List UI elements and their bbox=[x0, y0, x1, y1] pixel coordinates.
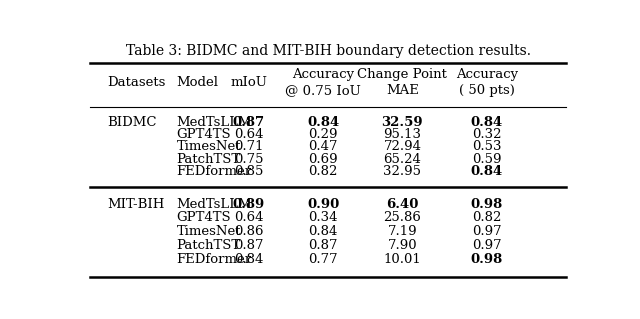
Text: 0.64: 0.64 bbox=[234, 211, 264, 225]
Text: 0.59: 0.59 bbox=[472, 152, 502, 166]
Text: 0.87: 0.87 bbox=[232, 116, 265, 129]
Text: 0.53: 0.53 bbox=[472, 140, 502, 153]
Text: 0.87: 0.87 bbox=[234, 239, 264, 252]
Text: TimesNet: TimesNet bbox=[177, 140, 241, 153]
Text: 0.82: 0.82 bbox=[472, 211, 501, 225]
Text: 0.75: 0.75 bbox=[234, 152, 264, 166]
Text: 0.84: 0.84 bbox=[470, 116, 503, 129]
Text: MedTsLLM: MedTsLLM bbox=[177, 198, 252, 211]
Text: 10.01: 10.01 bbox=[383, 253, 421, 266]
Text: Change Point
MAE: Change Point MAE bbox=[358, 68, 447, 97]
Text: 0.89: 0.89 bbox=[232, 198, 265, 211]
Text: 0.98: 0.98 bbox=[470, 253, 503, 266]
Text: 0.64: 0.64 bbox=[234, 128, 264, 141]
Text: FEDformer: FEDformer bbox=[177, 253, 252, 266]
Text: Table 3: BIDMC and MIT-BIH boundary detection results.: Table 3: BIDMC and MIT-BIH boundary dete… bbox=[125, 44, 531, 58]
Text: 32.95: 32.95 bbox=[383, 165, 421, 178]
Text: BIDMC: BIDMC bbox=[108, 116, 157, 129]
Text: 0.82: 0.82 bbox=[308, 165, 338, 178]
Text: 0.34: 0.34 bbox=[308, 211, 338, 225]
Text: 0.85: 0.85 bbox=[234, 165, 263, 178]
Text: 0.84: 0.84 bbox=[234, 253, 263, 266]
Text: FEDformer: FEDformer bbox=[177, 165, 252, 178]
Text: 32.59: 32.59 bbox=[381, 116, 423, 129]
Text: 0.84: 0.84 bbox=[470, 165, 503, 178]
Text: GPT4TS: GPT4TS bbox=[177, 128, 231, 141]
Text: 0.86: 0.86 bbox=[234, 225, 264, 238]
Text: MedTsLLM: MedTsLLM bbox=[177, 116, 252, 129]
Text: PatchTST: PatchTST bbox=[177, 239, 241, 252]
Text: Accuracy
@ 0.75 IoU: Accuracy @ 0.75 IoU bbox=[285, 68, 361, 97]
Text: mIoU: mIoU bbox=[230, 76, 267, 89]
Text: 0.97: 0.97 bbox=[472, 225, 502, 238]
Text: 72.94: 72.94 bbox=[383, 140, 421, 153]
Text: 0.97: 0.97 bbox=[472, 239, 502, 252]
Text: Accuracy
( 50 pts): Accuracy ( 50 pts) bbox=[456, 68, 518, 97]
Text: 95.13: 95.13 bbox=[383, 128, 421, 141]
Text: 0.98: 0.98 bbox=[470, 198, 503, 211]
Text: 0.32: 0.32 bbox=[472, 128, 502, 141]
Text: 0.84: 0.84 bbox=[307, 116, 339, 129]
Text: 0.87: 0.87 bbox=[308, 239, 338, 252]
Text: 6.40: 6.40 bbox=[386, 198, 419, 211]
Text: TimesNet: TimesNet bbox=[177, 225, 241, 238]
Text: 7.19: 7.19 bbox=[388, 225, 417, 238]
Text: 0.84: 0.84 bbox=[308, 225, 338, 238]
Text: 0.47: 0.47 bbox=[308, 140, 338, 153]
Text: GPT4TS: GPT4TS bbox=[177, 211, 231, 225]
Text: 0.69: 0.69 bbox=[308, 152, 338, 166]
Text: Model: Model bbox=[177, 76, 219, 89]
Text: 0.71: 0.71 bbox=[234, 140, 264, 153]
Text: PatchTST: PatchTST bbox=[177, 152, 241, 166]
Text: 0.29: 0.29 bbox=[308, 128, 338, 141]
Text: 65.24: 65.24 bbox=[383, 152, 421, 166]
Text: 25.86: 25.86 bbox=[383, 211, 421, 225]
Text: 0.77: 0.77 bbox=[308, 253, 338, 266]
Text: MIT-BIH: MIT-BIH bbox=[108, 198, 164, 211]
Text: Datasets: Datasets bbox=[108, 76, 166, 89]
Text: 7.90: 7.90 bbox=[388, 239, 417, 252]
Text: 0.90: 0.90 bbox=[307, 198, 339, 211]
